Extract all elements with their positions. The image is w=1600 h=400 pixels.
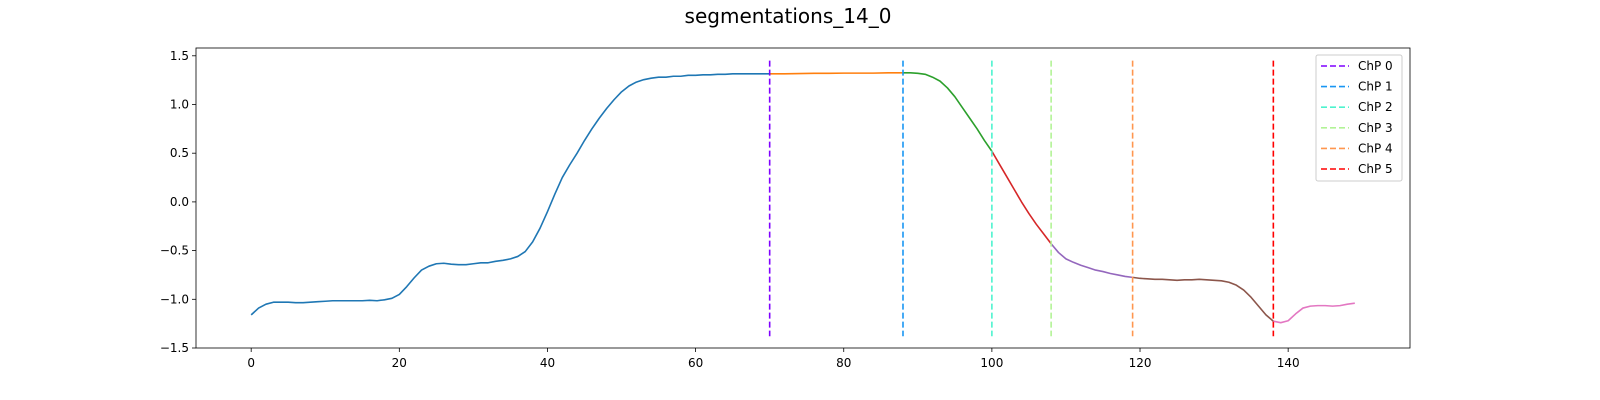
- legend-label-0: ChP 0: [1358, 59, 1393, 73]
- plot-area: [195, 47, 1411, 349]
- legend-frame: [1315, 54, 1403, 182]
- y-tick-label: −1.0: [160, 292, 189, 306]
- legend-label-2: ChP 2: [1358, 100, 1393, 114]
- x-tick-label: 20: [392, 356, 407, 370]
- x-tick-label: 100: [980, 356, 1003, 370]
- series-segment-1: [769, 72, 903, 75]
- x-tick-label: 60: [688, 356, 703, 370]
- x-tick-label: 0: [247, 356, 255, 370]
- x-tick-label: 120: [1129, 356, 1152, 370]
- y-tick-label: 1.0: [170, 97, 189, 111]
- series-segment-4: [1050, 243, 1133, 279]
- series-layer: [250, 72, 1355, 324]
- legend-items: ChP 0 ChP 1 ChP 2 ChP 3 ChP 4 ChP 5: [1321, 59, 1393, 176]
- legend-label-4: ChP 4: [1358, 141, 1393, 155]
- plot-frame: [195, 47, 1411, 349]
- series-segment-6: [1273, 302, 1355, 324]
- legend-label-3: ChP 3: [1358, 121, 1393, 135]
- y-tick-label: −0.5: [160, 244, 189, 258]
- x-tick-label: 40: [540, 356, 555, 370]
- series-segment-5: [1132, 276, 1274, 322]
- legend: ChP 0 ChP 1 ChP 2 ChP 3 ChP 4 ChP 5: [1315, 54, 1403, 182]
- y-tick-label: −1.5: [160, 341, 189, 355]
- series-segment-3: [991, 150, 1052, 245]
- series-segment-0: [250, 73, 770, 316]
- y-tick-label: 0.5: [170, 146, 189, 160]
- legend-label-5: ChP 5: [1358, 162, 1393, 176]
- chart-title: segmentations_14_0: [685, 4, 892, 28]
- x-axis: 0 20 40 60 80 100 120 140: [247, 348, 1300, 370]
- legend-label-1: ChP 1: [1358, 80, 1393, 94]
- x-tick-label: 80: [836, 356, 851, 370]
- series-segment-2: [902, 72, 993, 152]
- y-tick-label: 0.0: [170, 195, 189, 209]
- changepoint-layer: [768, 60, 1275, 337]
- y-tick-label: 1.5: [170, 49, 189, 63]
- x-tick-label: 140: [1277, 356, 1300, 370]
- y-axis: −1.5 −1.0 −0.5 0.0 0.5 1.0 1.5: [160, 49, 196, 355]
